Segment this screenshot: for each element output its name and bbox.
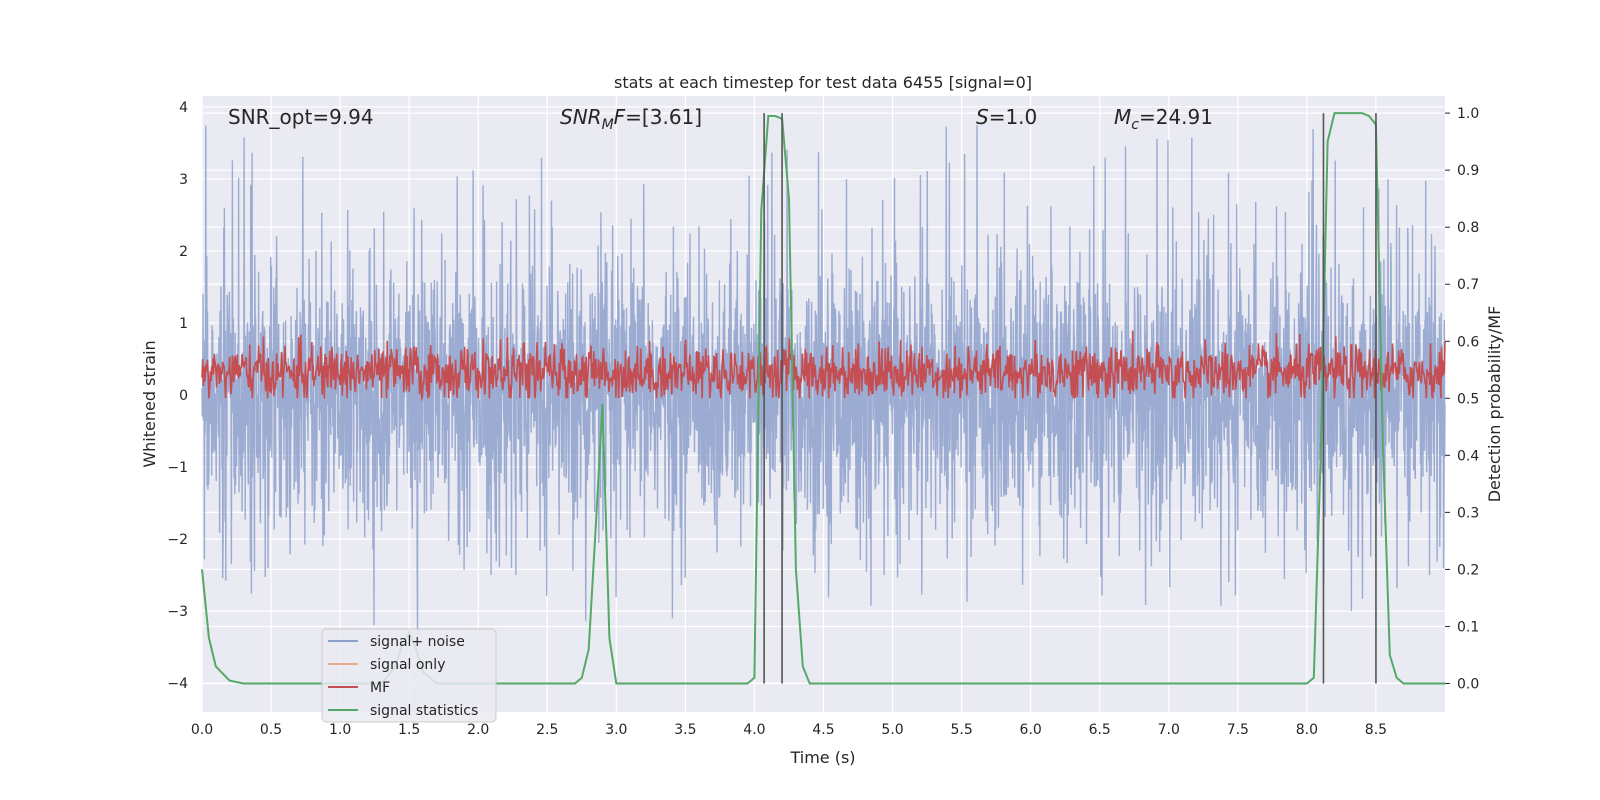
y2-axis-label: Detection probability/MF (1485, 306, 1504, 503)
x-tick-label: 0.0 (191, 722, 213, 738)
legend: signal+ noise signal only MF signal stat… (321, 628, 497, 723)
annotation-snr-opt: SNR_opt=9.94 (228, 105, 374, 129)
x-tick-label: 2.5 (536, 722, 558, 738)
legend-label-mf: MF (370, 680, 390, 696)
y-tick-label: 3 (179, 172, 188, 188)
y-axis-label: Whitened strain (140, 340, 159, 467)
y2-tick-label: 0.2 (1457, 562, 1479, 578)
x-tick-label: 5.0 (881, 722, 903, 738)
y-tick-label: −2 (167, 532, 188, 548)
x-tick-label: 8.5 (1365, 722, 1387, 738)
y2-tick-label: 0.8 (1457, 220, 1479, 236)
annotation-mc-value: Mc=24.91 (1114, 105, 1213, 133)
x-tick-label: 7.0 (1158, 722, 1180, 738)
annotation-s-value: S=1.0 (976, 105, 1037, 129)
x-tick-label: 4.5 (812, 722, 834, 738)
y-tick-label: −1 (167, 460, 188, 476)
legend-label-signal-only: signal only (370, 657, 445, 673)
y2-tick-label: 0.7 (1457, 277, 1479, 293)
legend-box (321, 628, 497, 723)
x-tick-label: 3.0 (605, 722, 627, 738)
y-tick-label: −3 (167, 604, 188, 620)
y2-tick-label: 0.3 (1457, 505, 1479, 521)
x-tick-label: 2.0 (467, 722, 489, 738)
y2-tick-label: 0.0 (1457, 676, 1479, 692)
chart-title: stats at each timestep for test data 645… (614, 73, 1032, 92)
legend-label-signal-noise: signal+ noise (370, 634, 465, 650)
x-tick-label: 4.0 (743, 722, 765, 738)
x-tick-label: 7.5 (1227, 722, 1249, 738)
y2-tick-label: 0.9 (1457, 163, 1479, 179)
vertical-lines (763, 113, 1377, 684)
legend-label-signal-statistics: signal statistics (370, 703, 478, 719)
x-tick-label: 0.5 (260, 722, 282, 738)
annotation-snr-mf: SNRMF=[3.61] (560, 105, 702, 133)
x-tick-label: 1.5 (398, 722, 420, 738)
x-tick-label: 1.0 (329, 722, 351, 738)
y2-axis-ticks: 1.0 0.9 0.8 0.7 0.6 0.5 0.4 0.3 0.2 0.1 0.0 (1445, 106, 1479, 692)
x-axis-ticks: 0.0 0.5 1.0 1.5 2.0 2.5 3.0 3.5 4.0 4.5 5.0 5.5 6.0 6… (191, 722, 1387, 738)
y2-tick-label: 0.1 (1457, 619, 1479, 635)
y-tick-label: 2 (179, 244, 188, 260)
x-tick-label: 8.0 (1296, 722, 1318, 738)
y2-tick-label: 0.6 (1457, 334, 1479, 350)
y-tick-label: 0 (179, 388, 188, 404)
x-tick-label: 6.0 (1020, 722, 1042, 738)
series-mf-line (201, 330, 1446, 402)
y2-tick-label: 1.0 (1457, 106, 1479, 122)
y-axis-ticks: 4 3 2 1 0 −1 −2 −3 −4 (167, 100, 188, 692)
x-tick-label: 6.5 (1089, 722, 1111, 738)
y-tick-label: 1 (179, 316, 188, 332)
y2-tick-label: 0.4 (1457, 448, 1479, 464)
y-tick-label: −4 (167, 676, 188, 692)
y2-tick-label: 0.5 (1457, 391, 1479, 407)
x-tick-label: 3.5 (674, 722, 696, 738)
y-tick-label: 4 (179, 100, 188, 116)
x-tick-label: 5.5 (950, 722, 972, 738)
x-axis-label: Time (s) (789, 748, 855, 767)
series-signal-noise-line (201, 125, 1446, 633)
